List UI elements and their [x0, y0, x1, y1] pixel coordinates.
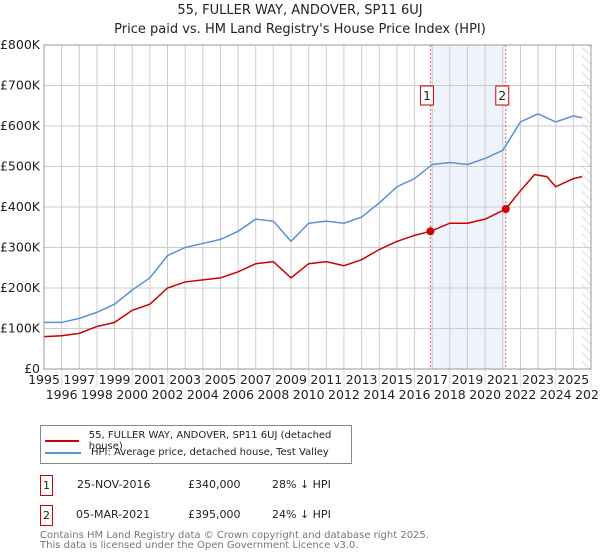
x-tick-label: 1996 [46, 387, 78, 402]
sale-date: 25-NOV-2016 [77, 478, 151, 491]
x-tick-label: 2023 [522, 372, 554, 387]
y-tick-label: £0 [24, 361, 40, 376]
legend-label-property: 55, FULLER WAY, ANDOVER, SP11 6UJ (detac… [88, 430, 332, 452]
legend-blue-line [45, 451, 81, 454]
x-tick-label: 2012 [328, 387, 360, 402]
x-tick-label: 2018 [434, 387, 466, 402]
y-tick-label: £200K [0, 280, 41, 295]
x-tick-label: 2011 [310, 372, 342, 387]
x-tick-label: 2004 [187, 387, 219, 402]
y-tick-label: £500K [0, 159, 41, 174]
series-line [43, 173, 583, 338]
footer-line-2: This data is licensed under the Open Gov… [40, 540, 359, 551]
sale-date: 05-MAR-2021 [76, 508, 151, 521]
x-tick-label: 2006 [222, 387, 254, 402]
x-tick-label: 2001 [134, 372, 166, 387]
x-tick-label: 1997 [63, 372, 95, 387]
y-tick-label: £700K [0, 78, 41, 93]
series-line [44, 113, 583, 324]
footer: Contains HM Land Registry data © Crown c… [40, 531, 429, 551]
x-tick-label: 2021 [487, 372, 519, 387]
x-tick-label: 1999 [99, 372, 131, 387]
legend: 55, FULLER WAY, ANDOVER, SP11 6UJ (detac… [40, 425, 352, 464]
y-tick-label: £100K [0, 321, 41, 336]
x-tick-label: 2026 [575, 387, 600, 402]
sale-box-label: 2 [498, 88, 506, 103]
x-tick-label: 2000 [116, 387, 148, 402]
x-tick-label: 2013 [346, 372, 378, 387]
x-tick-label: 2020 [469, 387, 501, 402]
plot-border [43, 44, 592, 370]
x-tick-label: 2016 [399, 387, 431, 402]
x-tick-label: 1998 [81, 387, 113, 402]
chart-title: 55, FULLER WAY, ANDOVER, SP11 6UJ [177, 3, 423, 18]
sale-point [426, 227, 435, 236]
sale-price: £395,000 [188, 508, 241, 521]
sale-price: £340,000 [188, 478, 241, 491]
chart-subtitle: Price paid vs. HM Land Registry's House … [114, 22, 486, 37]
sale-box-label: 1 [423, 88, 431, 103]
sale-marker-1: 1 [40, 475, 53, 496]
y-tick-label: £800K [0, 37, 41, 52]
plot-area: 1995199619971998199920002001200220032004… [0, 37, 600, 402]
x-tick-label: 2022 [505, 387, 537, 402]
x-tick-label: 1995 [28, 372, 60, 387]
sale-box [419, 85, 434, 106]
x-tick-label: 2008 [257, 387, 289, 402]
sale-point [501, 205, 510, 214]
x-tick-label: 2025 [557, 372, 589, 387]
legend-label-hpi: HPI: Average price, detached house, Test… [91, 447, 329, 458]
sale-marker-2: 2 [40, 505, 53, 526]
x-tick-label: 2014 [363, 387, 395, 402]
x-tick-label: 2005 [205, 372, 237, 387]
footer-line-1: Contains HM Land Registry data © Crown c… [40, 530, 429, 541]
y-tick-label: £400K [0, 199, 41, 214]
x-tick-label: 2019 [452, 372, 484, 387]
y-tick-label: £300K [0, 240, 41, 255]
sale-hpi-diff: 24% ↓ HPI [272, 508, 331, 521]
x-tick-label: 2003 [169, 372, 201, 387]
legend-red-line [45, 440, 79, 442]
x-tick-label: 2024 [540, 387, 572, 402]
x-tick-label: 2015 [381, 372, 413, 387]
sale-hpi-diff: 28% ↓ HPI [272, 478, 331, 491]
x-tick-label: 2002 [152, 387, 184, 402]
x-tick-label: 2009 [275, 372, 307, 387]
sale-box [495, 85, 510, 106]
x-tick-label: 2017 [416, 372, 448, 387]
x-tick-label: 2007 [240, 372, 272, 387]
y-tick-label: £600K [0, 118, 41, 133]
x-tick-label: 2010 [293, 387, 325, 402]
